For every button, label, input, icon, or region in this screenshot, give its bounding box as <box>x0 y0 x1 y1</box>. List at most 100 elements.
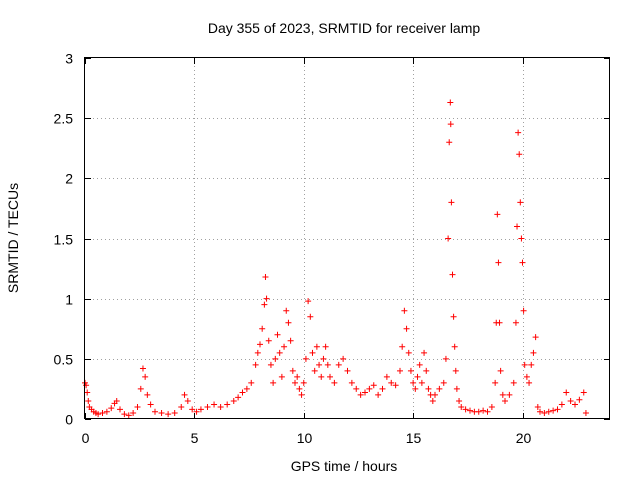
y-tick-label: 2 <box>65 171 73 187</box>
data-point <box>401 307 408 314</box>
y-tick-label: 3 <box>65 51 73 67</box>
data-point <box>139 365 146 372</box>
data-point <box>502 397 508 404</box>
data-point <box>103 408 110 415</box>
data-point <box>399 343 406 350</box>
data-point <box>285 319 292 326</box>
data-point <box>85 397 92 404</box>
data-point <box>576 396 583 403</box>
data-point <box>510 379 517 386</box>
data-point <box>278 373 285 380</box>
data-point <box>410 379 417 386</box>
data-point <box>392 382 399 389</box>
data-point <box>530 349 537 356</box>
data-point <box>405 349 412 356</box>
data-point <box>379 385 386 392</box>
data-point <box>276 349 283 356</box>
data-point <box>305 298 312 305</box>
data-point <box>554 406 561 413</box>
data-point <box>458 403 465 410</box>
data-point <box>270 379 277 386</box>
data-point <box>453 385 460 392</box>
x-tick-label: 5 <box>191 430 199 446</box>
data-point <box>370 382 377 389</box>
data-point <box>514 223 521 230</box>
data-point <box>448 199 455 206</box>
data-point <box>440 379 447 386</box>
data-point <box>224 401 231 408</box>
data-point <box>383 373 390 380</box>
data-point <box>521 361 528 368</box>
data-point <box>449 271 456 278</box>
data-point <box>407 367 414 374</box>
data-point <box>243 385 250 392</box>
data-point <box>447 99 454 106</box>
data-point <box>580 389 587 396</box>
data-point <box>412 385 419 392</box>
data-point <box>137 385 144 392</box>
data-point <box>197 406 204 413</box>
x-axis-label: GPS time / hours <box>291 458 398 474</box>
data-point <box>572 401 578 408</box>
data-point <box>515 129 522 136</box>
data-point <box>452 367 459 374</box>
data-point <box>158 409 165 416</box>
data-point <box>296 385 303 392</box>
data-point <box>211 401 218 408</box>
data-point <box>130 409 137 416</box>
data-point <box>235 394 242 401</box>
y-axis-label: SRMTID / TECUs <box>5 183 21 293</box>
data-point <box>262 274 269 281</box>
data-point <box>534 403 541 410</box>
data-point <box>313 343 320 350</box>
data-point <box>429 397 436 404</box>
data-point <box>254 349 261 356</box>
data-point <box>445 235 452 242</box>
data-point <box>567 397 574 404</box>
data-point <box>322 343 329 350</box>
data-point <box>475 408 482 415</box>
data-point <box>193 408 200 415</box>
data-point <box>344 367 351 374</box>
data-point <box>309 349 316 356</box>
data-point <box>499 391 506 398</box>
chart-title: Day 355 of 2023, SRMTID for receiver lam… <box>208 20 481 36</box>
data-point <box>348 379 355 386</box>
data-point <box>144 391 151 398</box>
x-tick-label: 0 <box>82 430 90 446</box>
data-point <box>217 403 224 410</box>
y-tick-label: 0 <box>65 412 73 428</box>
data-point <box>446 139 453 146</box>
data-point <box>298 391 305 398</box>
data-point <box>108 405 115 412</box>
data-point <box>267 361 274 368</box>
data-point <box>582 409 589 416</box>
data-point <box>289 367 296 374</box>
data-point <box>252 361 259 368</box>
data-point <box>340 355 347 362</box>
data-point <box>331 379 338 386</box>
data-point <box>520 307 527 314</box>
data-point <box>239 389 246 396</box>
data-point <box>423 367 430 374</box>
data-point <box>165 411 172 418</box>
data-point <box>537 408 543 415</box>
y-tick-label: 1 <box>65 292 73 308</box>
data-point <box>117 406 123 413</box>
data-point <box>84 389 91 396</box>
tick-layer: 0 0.5 1 1.5 2 2.5 3 0 5 10 15 20 <box>54 51 610 446</box>
data-point <box>184 397 191 404</box>
data-point <box>403 325 410 332</box>
data-point <box>95 411 102 418</box>
data-point <box>480 407 487 414</box>
data-point <box>492 379 499 386</box>
data-point <box>545 408 552 415</box>
data-point <box>152 408 158 415</box>
data-point <box>204 403 211 410</box>
data-point <box>416 361 423 368</box>
data-point <box>181 391 188 398</box>
data-point <box>318 373 325 380</box>
data-point <box>302 355 309 362</box>
data-point <box>425 385 432 392</box>
x-tick-label: 20 <box>516 430 532 446</box>
